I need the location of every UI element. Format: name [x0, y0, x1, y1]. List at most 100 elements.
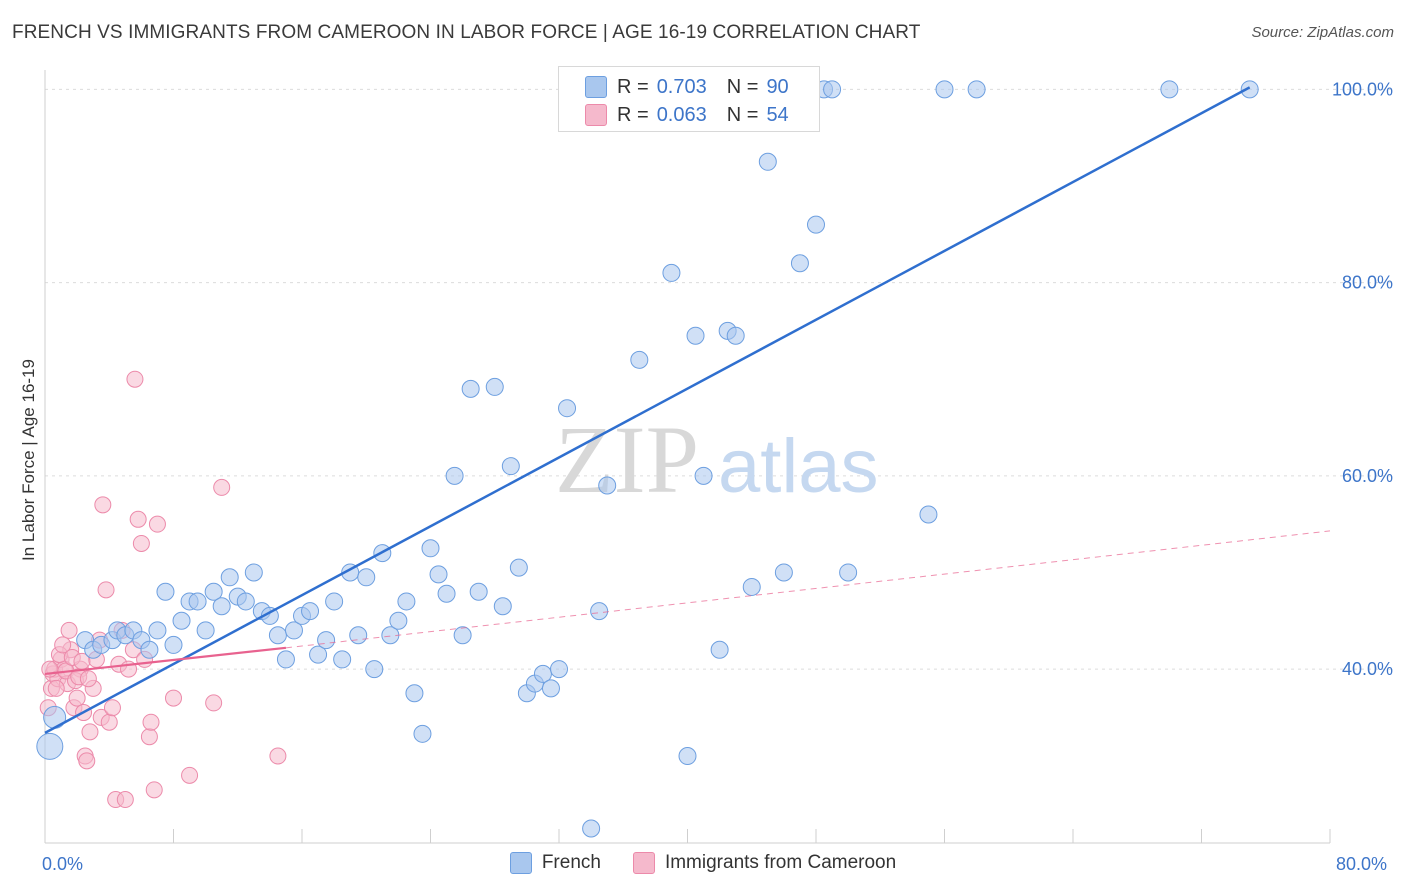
- french-point: [445, 466, 464, 485]
- french-point: [188, 592, 207, 611]
- french-point: [710, 640, 729, 659]
- french-point: [172, 611, 191, 630]
- french-point: [461, 379, 480, 398]
- french-point: [140, 640, 159, 659]
- trend-lines: [44, 86, 1331, 734]
- legend-item-cameroon[interactable]: Immigrants from Cameroon: [632, 852, 897, 874]
- cameroon-point: [148, 515, 166, 533]
- cameroon-legend-swatch: [632, 852, 655, 874]
- french-point: [349, 626, 368, 645]
- french-point: [678, 747, 697, 766]
- french-point: [582, 819, 601, 838]
- legend-row-cameroon: R = 0.063 N = 54: [585, 101, 789, 129]
- french-point: [309, 645, 328, 664]
- cameroon-point: [100, 713, 118, 731]
- french-point: [742, 577, 761, 596]
- y-tick-label: 100.0%: [1332, 79, 1393, 99]
- french-point: [276, 650, 295, 669]
- y-tick-label: 80.0%: [1342, 273, 1393, 293]
- cameroon-point: [181, 766, 199, 784]
- french-point: [284, 621, 303, 640]
- cameroon-point: [140, 728, 158, 746]
- french-point: [164, 635, 183, 654]
- x-tick-label-max: 80.0%: [1336, 854, 1387, 874]
- french-point: [935, 80, 954, 99]
- cameroon-point: [269, 747, 287, 765]
- y-tick-labels: 40.0% 60.0% 80.0% 100.0%: [1332, 79, 1393, 679]
- series-legend: French Immigrants from Cameroon: [0, 852, 1406, 874]
- french-point: [437, 584, 456, 603]
- cameroon-point: [60, 621, 78, 639]
- french-point: [686, 326, 705, 345]
- french-points: [36, 80, 1259, 838]
- french-point: [301, 602, 320, 621]
- french-n-value: 90: [766, 75, 789, 98]
- cameroon-point: [41, 660, 59, 678]
- french-point: [807, 215, 825, 234]
- n-label: N =: [726, 75, 759, 98]
- cameroon-point: [54, 636, 72, 654]
- french-point: [317, 631, 336, 650]
- french-legend-label: French: [541, 852, 601, 873]
- french-r-value: 0.703: [656, 75, 707, 98]
- source-label: Source: ZipAtlas.com: [1251, 24, 1394, 41]
- cameroon-point: [126, 370, 144, 388]
- french-swatch: [585, 76, 607, 98]
- french-legend-swatch: [509, 852, 532, 874]
- french-point: [590, 602, 609, 621]
- french-point: [220, 568, 239, 587]
- french-point: [405, 684, 424, 703]
- french-point: [268, 626, 287, 645]
- french-point: [244, 563, 263, 582]
- french-point: [694, 466, 713, 485]
- french-point: [421, 539, 440, 558]
- legend-item-french[interactable]: French: [509, 852, 601, 874]
- french-point: [726, 326, 745, 345]
- chart-title: FRENCH VS IMMIGRANTS FROM CAMEROON IN LA…: [12, 22, 921, 43]
- french-point: [598, 476, 617, 495]
- cameroon-point: [142, 713, 160, 731]
- stats-legend: R = 0.703 N = 90 R = 0.063 N = 54: [558, 66, 820, 132]
- cameroon-point: [79, 670, 97, 688]
- french-point: [236, 592, 255, 611]
- french-point: [389, 611, 408, 630]
- gridlines: [45, 88, 1395, 670]
- y-axis-label: In Labor Force | Age 16-19: [19, 359, 38, 561]
- french-point: [485, 377, 504, 396]
- french-point: [662, 263, 681, 282]
- legend-row-french: R = 0.703 N = 90: [585, 73, 789, 101]
- french-point: [429, 565, 448, 584]
- french-point: [501, 457, 520, 476]
- french-point: [790, 254, 809, 273]
- cameroon-point: [81, 723, 99, 741]
- french-point: [453, 626, 472, 645]
- cameroon-point: [145, 781, 163, 799]
- french-point: [758, 152, 777, 171]
- french-point: [413, 724, 432, 743]
- cameroon-point: [129, 510, 147, 528]
- french-point: [774, 563, 793, 582]
- cameroon-n-value: 54: [766, 103, 789, 126]
- x-tick-label-min: 0.0%: [42, 854, 83, 874]
- french-point: [325, 592, 344, 611]
- cameroon-r-value: 0.063: [656, 103, 707, 126]
- french-point: [148, 621, 167, 640]
- cameroon-swatch: [585, 104, 607, 126]
- french-point: [550, 660, 568, 679]
- cameroon-point: [103, 699, 121, 717]
- cameroon-trend-line: [44, 646, 287, 675]
- cameroon-point: [213, 478, 231, 496]
- cameroon-point: [47, 679, 65, 697]
- french-point: [365, 660, 384, 679]
- watermark-atlas: atlas: [718, 424, 879, 509]
- french-point: [558, 399, 577, 418]
- french-point: [156, 582, 175, 601]
- r-label: R =: [617, 75, 649, 98]
- french-point: [839, 563, 858, 582]
- cameroon-point: [97, 581, 115, 599]
- french-point: [196, 621, 215, 640]
- french-point: [469, 582, 488, 601]
- cameroon-legend-label: Immigrants from Cameroon: [664, 852, 897, 873]
- french-point: [212, 597, 231, 616]
